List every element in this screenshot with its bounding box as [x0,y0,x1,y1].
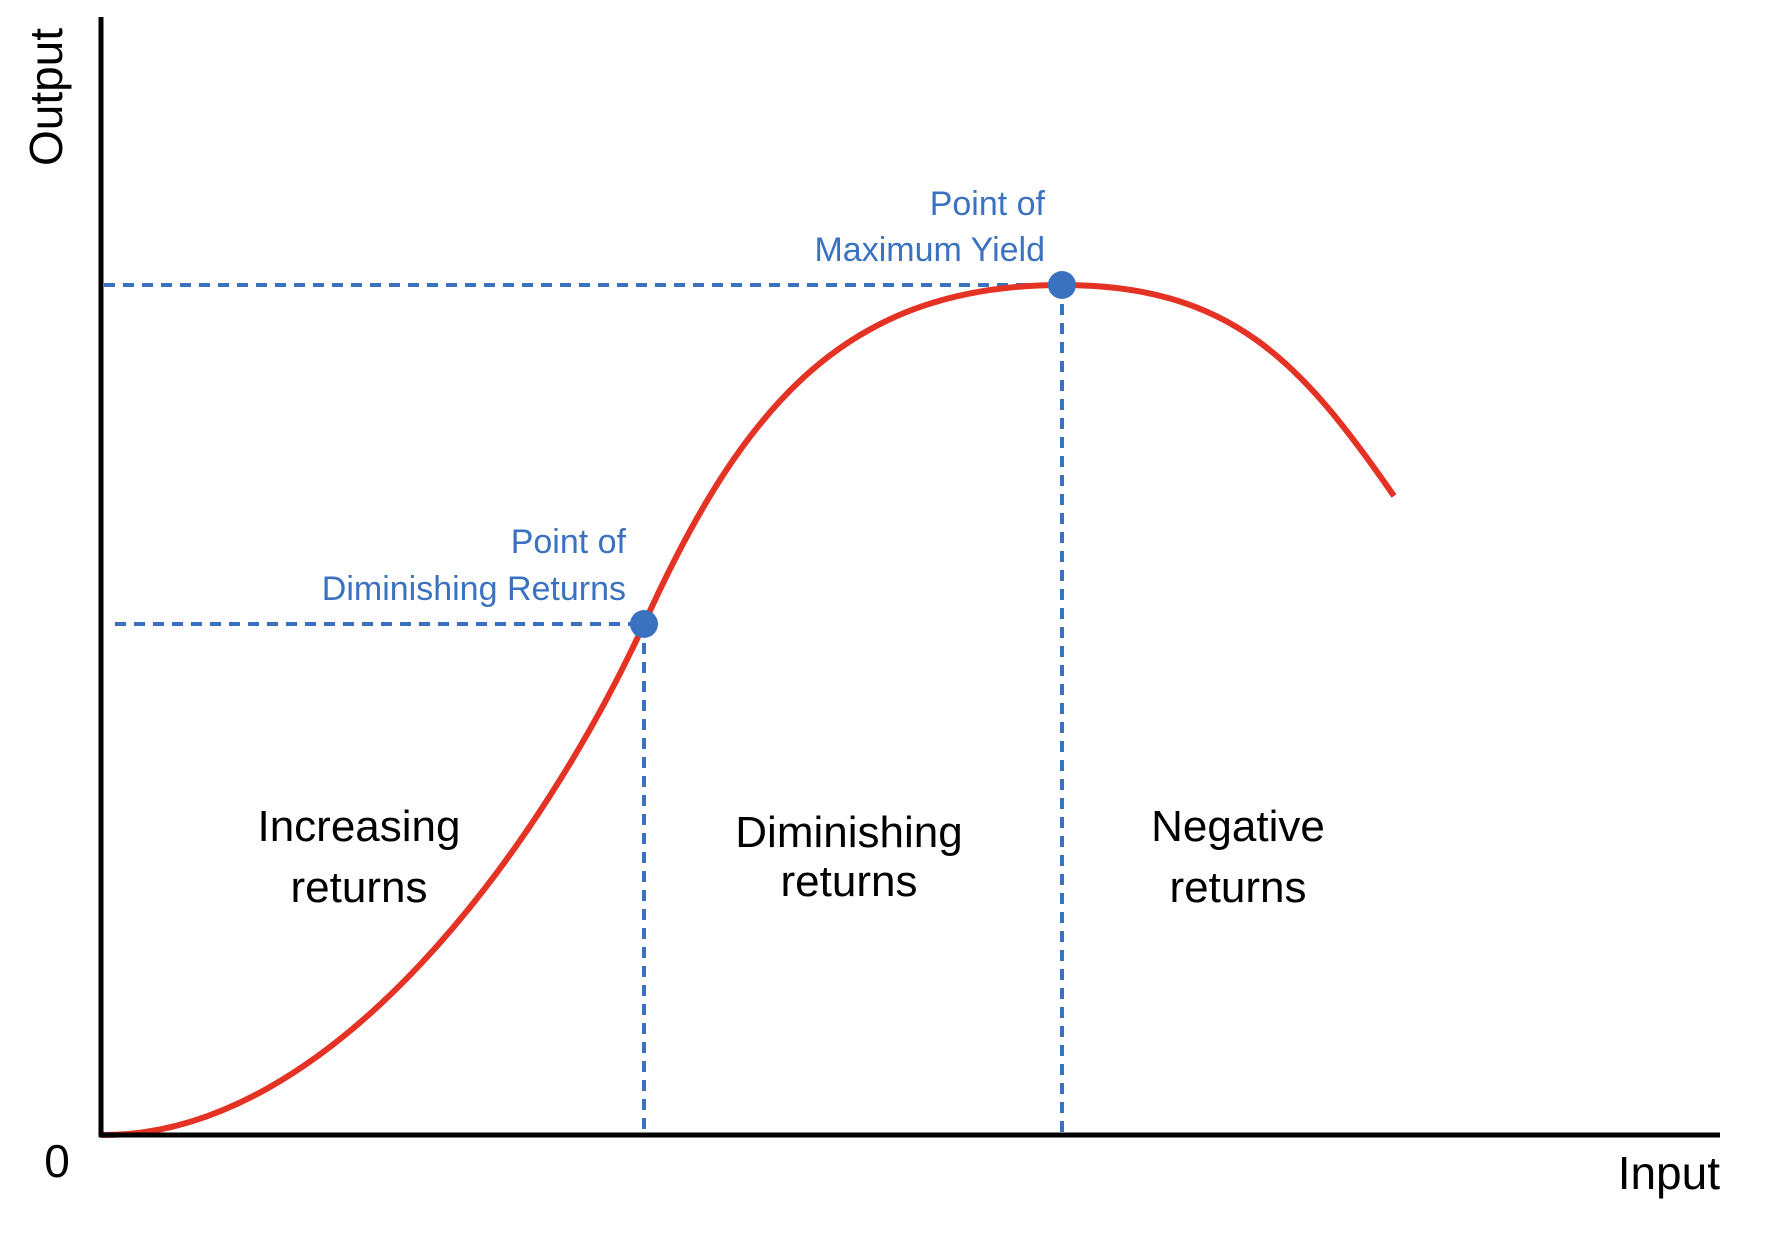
region-label: returns [1170,863,1307,912]
x-axis-label: Input [1618,1147,1721,1199]
region-label: returns [291,863,428,912]
region-label: Increasing [257,802,460,851]
region-label: Negative [1151,802,1325,851]
region-label: returns [781,857,918,906]
region-label: Diminishing [735,808,962,857]
y-axis-label: Output [20,28,72,166]
annotation: Diminishing Returns [322,570,626,608]
annotation: Point of [511,523,627,561]
guides [104,283,1064,1133]
point [1048,271,1076,299]
annotation: Maximum Yield [814,231,1045,269]
origin-label: 0 [44,1135,70,1187]
point [630,610,658,638]
annotation: Point of [930,185,1046,223]
output-curve [100,281,1397,1139]
